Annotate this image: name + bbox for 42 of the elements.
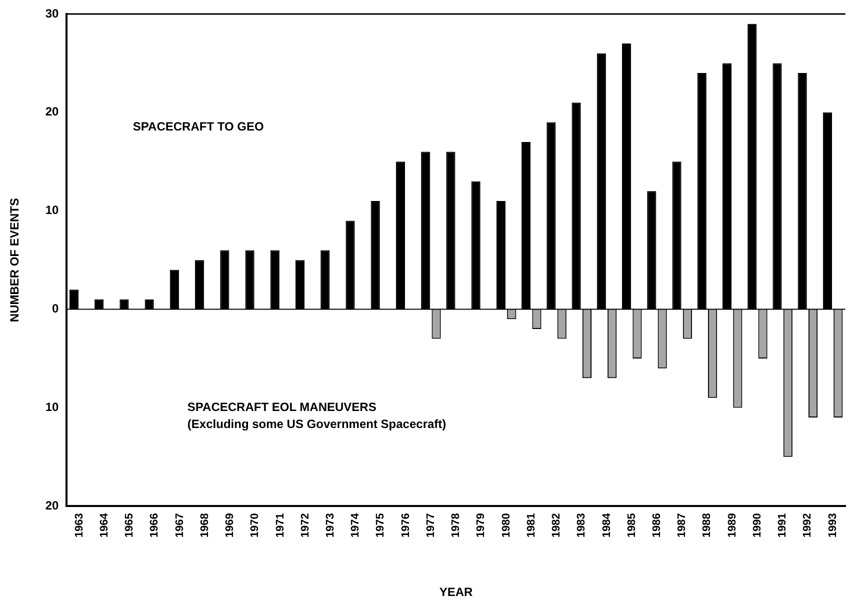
y-tick-label: 0 [52,302,60,316]
x-tick-label: 1981 [525,513,538,538]
x-tick-label: 1989 [726,513,738,538]
x-tick-label: 1991 [776,513,789,538]
x-tick-label: 1975 [374,513,387,538]
x-axis-title: YEAR [439,585,474,600]
y-tick-label: 20 [45,498,60,512]
x-tick-label: 1992 [802,513,814,538]
x-tick-label: 1972 [299,513,312,538]
x-tick-label: 1978 [450,513,462,538]
x-tick-label: 1967 [174,513,186,538]
x-tick-label: 1970 [249,513,262,538]
x-tick-label: 1987 [676,513,688,538]
x-tick-label: 1982 [550,513,563,538]
x-tick-label: 1974 [350,512,362,538]
x-tick-label: 1986 [651,513,664,538]
x-tick-label: 1963 [73,513,86,538]
x-tick-label: 1976 [400,513,412,538]
x-tick-label: 1984 [600,512,613,538]
x-tick-label: 1983 [576,513,588,538]
y-tick-label: 10 [45,203,60,218]
x-tick-label: 1988 [701,513,714,538]
x-tick-label: 1985 [626,513,638,538]
x-tick-label: 1990 [751,513,764,538]
x-tick-label: 1979 [475,513,488,538]
annotation: (Excluding some US Government Spacecraft) [187,417,446,432]
x-tick-label: 1965 [124,513,136,538]
annotation: SPACECRAFT TO GEO [132,120,264,134]
y-tick-label: 20 [45,104,60,119]
x-tick-label: 1977 [424,513,437,538]
y-axis-title: NUMBER OF EVENTS [8,198,22,322]
x-tick-label: 1980 [500,513,512,538]
x-tick-label: 1973 [324,513,336,538]
x-tick-label: 1968 [198,513,211,538]
y-tick-label: 30 [45,6,60,20]
x-tick-label: 1993 [826,513,839,538]
x-tick-label: 1966 [148,513,161,538]
annotation: SPACECRAFT EOL MANEUVERS [187,400,376,414]
x-tick-label: 1964 [98,512,110,538]
y-tick-label: 10 [45,400,60,414]
x-tick-label: 1969 [224,513,236,538]
x-tick-label: 1971 [274,513,286,538]
